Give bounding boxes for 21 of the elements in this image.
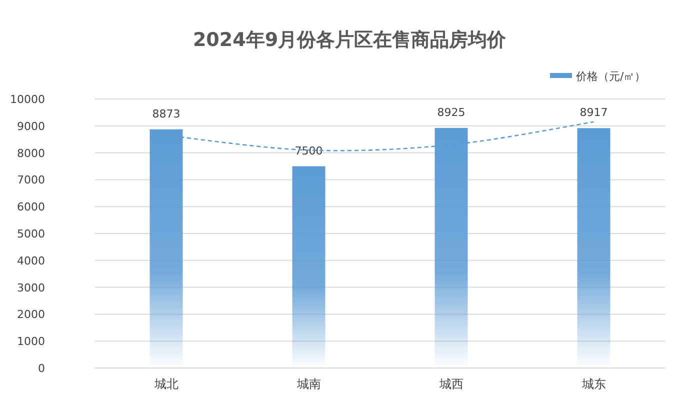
data-label: 8917 bbox=[580, 106, 608, 120]
data-label: 8925 bbox=[437, 106, 466, 119]
y-tick-label: 1000 bbox=[17, 335, 45, 348]
x-tick-label: 城南 bbox=[296, 377, 321, 391]
data-label: 8873 bbox=[152, 107, 180, 120]
y-tick-label: 9000 bbox=[17, 120, 45, 133]
x-tick-label: 城东 bbox=[580, 377, 606, 391]
y-tick-label: 10000 bbox=[10, 93, 45, 106]
y-tick-label: 5000 bbox=[17, 228, 45, 240]
y-tick-label: 8000 bbox=[17, 146, 45, 160]
y-tick-label: 2000 bbox=[17, 308, 45, 322]
x-tick-label: 城北 bbox=[153, 377, 178, 391]
y-tick-label: 0 bbox=[38, 362, 45, 375]
y-tick-label: 4000 bbox=[17, 254, 45, 268]
y-tick-label: 7000 bbox=[17, 174, 45, 187]
x-tick-label: 城西 bbox=[438, 377, 464, 391]
legend-label: 价格（元/㎡） bbox=[575, 70, 646, 83]
data-label: 7500 bbox=[294, 144, 323, 158]
y-tick-label: 6000 bbox=[17, 200, 45, 214]
chart-title: 2024年9月份各片区在售商品房均价 bbox=[192, 29, 508, 51]
y-tick-label: 3000 bbox=[17, 281, 45, 294]
